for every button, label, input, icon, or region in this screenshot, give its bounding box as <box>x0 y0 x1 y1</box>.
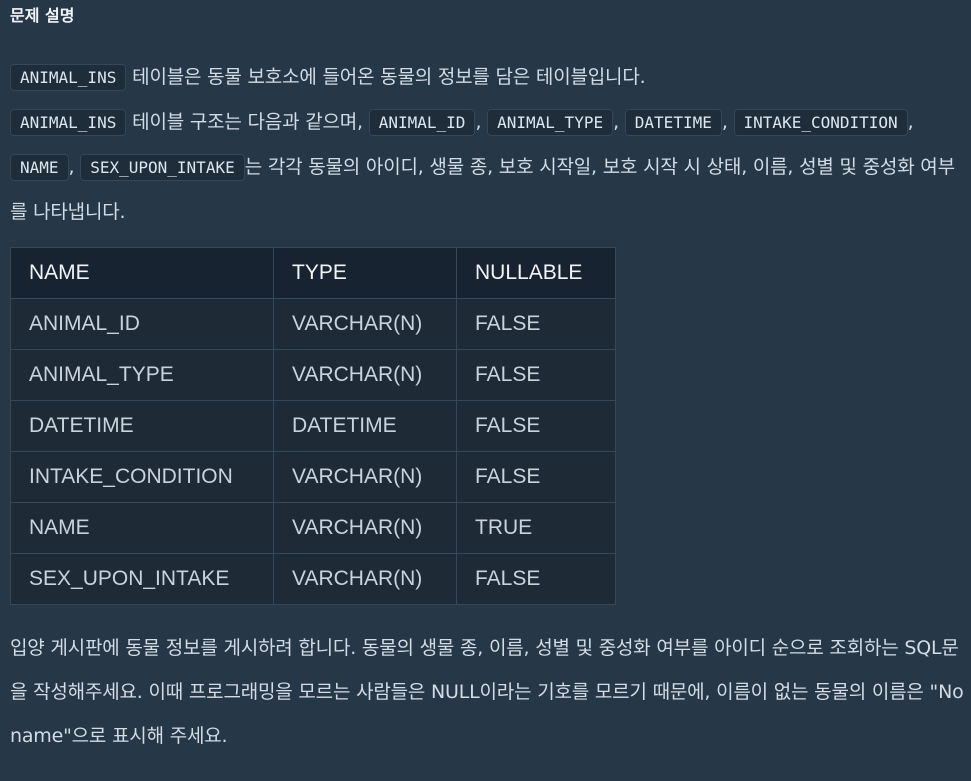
task-description-paragraph: 입양 게시판에 동물 정보를 게시하려 합니다. 동물의 생물 종, 이름, 성… <box>10 637 964 747</box>
code-column-animal-id: ANIMAL_ID <box>368 109 476 136</box>
cell-name: DATETIME <box>10 400 274 452</box>
cell-name: SEX_UPON_INTAKE <box>10 553 274 605</box>
table-row: ANIMAL_ID VARCHAR(N) FALSE <box>10 298 616 350</box>
cell-type: VARCHAR(N) <box>273 451 457 503</box>
cell-nullable: FALSE <box>456 553 616 605</box>
cell-nullable: TRUE <box>456 502 616 554</box>
table-row: NAME VARCHAR(N) TRUE <box>10 502 616 554</box>
cell-name: NAME <box>10 502 274 554</box>
description-text: 는 각각 동물의 아이디, 생물 종, 보호 시작일, 보호 시작 시 상태, … <box>10 156 955 223</box>
cell-nullable: FALSE <box>456 349 616 401</box>
table-row: INTAKE_CONDITION VARCHAR(N) FALSE <box>10 451 616 503</box>
code-column-animal-type: ANIMAL_TYPE <box>487 109 614 136</box>
separator: , <box>613 111 625 133</box>
cell-nullable: FALSE <box>456 298 616 350</box>
table-description-paragraph: ANIMAL_INS 테이블은 동물 보호소에 들어온 동물의 정보를 담은 테… <box>10 55 965 234</box>
cell-type: VARCHAR(N) <box>273 502 457 554</box>
cell-type: DATETIME <box>273 400 457 452</box>
table-row: ANIMAL_TYPE VARCHAR(N) FALSE <box>10 349 616 401</box>
table-header-row: NAME TYPE NULLABLE <box>10 247 616 299</box>
cell-name: ANIMAL_ID <box>10 298 274 350</box>
schema-table: NAME TYPE NULLABLE ANIMAL_ID VARCHAR(N) … <box>10 247 616 605</box>
table-row: SEX_UPON_INTAKE VARCHAR(N) FALSE <box>10 553 616 605</box>
separator: , <box>475 111 488 133</box>
section-title: 문제 설명 <box>10 6 75 25</box>
description-text: 테이블 구조는 다음과 같으며, <box>126 111 369 133</box>
cell-type: VARCHAR(N) <box>273 553 457 605</box>
code-column-name: NAME <box>10 154 69 181</box>
code-column-datetime: DATETIME <box>624 109 722 136</box>
code-column-intake-condition: INTAKE_CONDITION <box>733 109 908 136</box>
separator: , <box>68 156 81 178</box>
cell-nullable: FALSE <box>456 400 616 452</box>
header-name: NAME <box>10 247 274 299</box>
code-table-name: ANIMAL_INS <box>10 109 127 136</box>
cell-type: VARCHAR(N) <box>273 298 457 350</box>
description-text: 테이블은 동물 보호소에 들어온 동물의 정보를 담은 테이블입니다. <box>126 66 646 88</box>
cell-name: INTAKE_CONDITION <box>10 451 274 503</box>
cell-type: VARCHAR(N) <box>273 349 457 401</box>
cell-name: ANIMAL_TYPE <box>10 349 274 401</box>
separator: , <box>907 111 914 133</box>
code-table-name: ANIMAL_INS <box>10 64 127 91</box>
header-type: TYPE <box>273 247 457 299</box>
separator: , <box>721 111 734 133</box>
header-nullable: NULLABLE <box>456 247 616 299</box>
code-column-sex-upon-intake: SEX_UPON_INTAKE <box>80 154 245 181</box>
cell-nullable: FALSE <box>456 451 616 503</box>
table-row: DATETIME DATETIME FALSE <box>10 400 616 452</box>
